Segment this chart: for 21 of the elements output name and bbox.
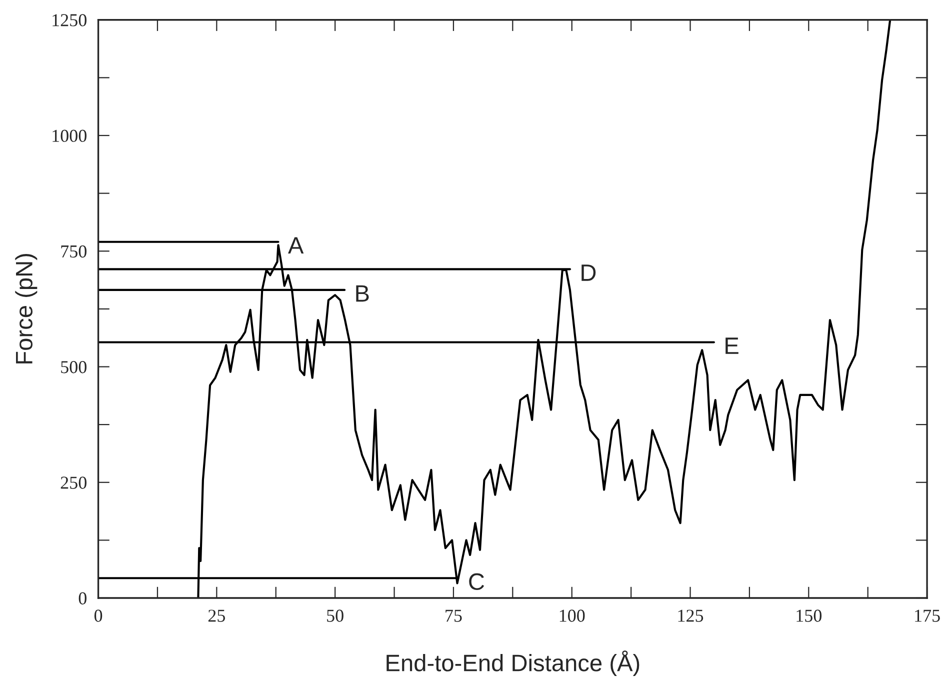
- annotation: C: [469, 573, 484, 590]
- y-tick-label: 1000: [52, 130, 86, 142]
- y-tick-label: 750: [61, 245, 86, 258]
- annotation: A: [288, 237, 304, 254]
- y-tick-label: 250: [60, 476, 86, 489]
- y-tick-label: 1250: [52, 14, 86, 26]
- y-tick-label: 0: [78, 592, 86, 604]
- x-axis-title: End-to-End Distance (Å): [386, 650, 640, 676]
- x-tick-label: 125: [678, 610, 704, 622]
- x-tick-label: 100: [560, 610, 585, 622]
- x-tick-label: 50: [327, 610, 344, 622]
- annotation: B: [356, 285, 369, 302]
- y-tick-label: 500: [61, 361, 86, 374]
- y-axis-title: Force (pN): [15, 254, 38, 364]
- x-tick-label: 175: [915, 610, 940, 622]
- annotation: E: [726, 338, 738, 354]
- x-tick-label: 0: [94, 610, 102, 622]
- x-tick-label: 25: [208, 610, 225, 622]
- x-tick-label: 150: [796, 610, 822, 622]
- annotation: D: [582, 264, 596, 281]
- x-tick-label: 75: [446, 610, 462, 622]
